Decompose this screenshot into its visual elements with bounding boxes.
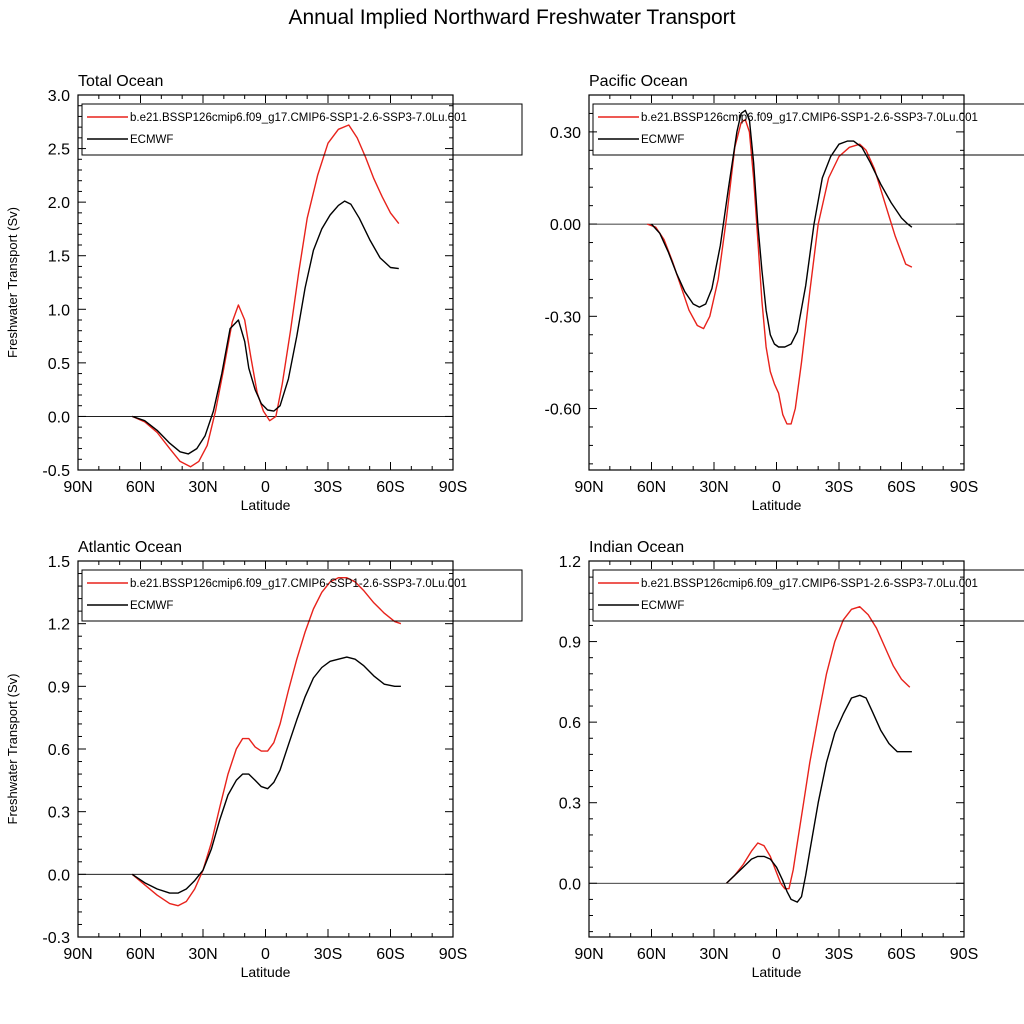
x-tick-label: 30S xyxy=(825,946,853,963)
plot-frame xyxy=(77,560,454,938)
x-tick-label: 90S xyxy=(950,479,978,496)
y-axis-label: Freshwater Transport (Sv) xyxy=(5,674,20,825)
y-tick-label: 0.0 xyxy=(48,867,70,884)
legend-label-model: b.e21.BSSP126cmip6.f09_g17.CMIP6-SSP1-2.… xyxy=(130,578,467,590)
y-tick-label: -0.5 xyxy=(42,463,70,480)
series-line-ecmwf xyxy=(650,109,913,348)
y-tick-label: 1.2 xyxy=(48,617,70,634)
legend: b.e21.BSSP126cmip6.f09_g17.CMIP6-SSP1-2.… xyxy=(81,569,523,622)
x-tick-label: 60N xyxy=(126,946,155,963)
legend-label-ecmwf: ECMWF xyxy=(641,600,684,612)
legend: b.e21.BSSP126cmip6.f09_g17.CMIP6-SSP1-2.… xyxy=(81,103,523,156)
panel-title: Pacific Ocean xyxy=(589,73,688,90)
x-tick-label: 90N xyxy=(574,479,603,496)
x-tick-label: 60S xyxy=(376,946,404,963)
panel-title: Indian Ocean xyxy=(589,539,684,556)
x-tick-label: 30S xyxy=(314,946,342,963)
y-tick-label: 1.0 xyxy=(48,302,70,319)
legend-label-model: b.e21.BSSP126cmip6.f09_g17.CMIP6-SSP1-2.… xyxy=(641,578,978,590)
y-tick-label: 0.30 xyxy=(550,125,581,142)
x-tick-label: 90N xyxy=(63,946,92,963)
y-tick-label: 0.3 xyxy=(559,796,581,813)
panel-title: Atlantic Ocean xyxy=(78,539,182,556)
chart-panel: 90N 60N 30N 0 30S 60S 90S -0.60 -0.30 0.00 0.30 Pac… xyxy=(545,73,1024,513)
chart-panel: 90N 60N 30N 0 30S 60S 90S 0.0 0.3 0.6 0.9 1.2 Indian… xyxy=(559,539,1024,980)
x-axis-label: Latitude xyxy=(752,497,802,513)
x-tick-label: 30S xyxy=(314,479,342,496)
y-tick-label: 1.5 xyxy=(48,249,70,266)
panel-title: Total Ocean xyxy=(78,73,163,90)
series-line-ecmwf xyxy=(131,656,401,894)
y-tick-label: 0.0 xyxy=(48,409,70,426)
x-tick-label: 60S xyxy=(376,479,404,496)
legend: b.e21.BSSP126cmip6.f09_g17.CMIP6-SSP1-2.… xyxy=(592,569,1024,622)
x-tick-label: 60N xyxy=(126,479,155,496)
x-tick-label: 90N xyxy=(574,946,603,963)
y-tick-label: 0.6 xyxy=(48,742,70,759)
legend: b.e21.BSSP126cmip6.f09_g17.CMIP6-SSP1-2.… xyxy=(592,103,1024,156)
y-tick-label: 3.0 xyxy=(48,88,70,105)
y-tick-label: 0.6 xyxy=(559,715,581,732)
x-tick-label: 30N xyxy=(188,479,217,496)
x-tick-label: 90S xyxy=(439,946,467,963)
legend-box xyxy=(592,103,1024,156)
x-tick-label: 30N xyxy=(188,946,217,963)
y-axis-label: Freshwater Transport (Sv) xyxy=(5,207,20,358)
x-tick-label: 0 xyxy=(772,479,781,496)
x-tick-label: 30N xyxy=(699,479,728,496)
series-line-model xyxy=(131,124,400,468)
y-tick-label: 0.00 xyxy=(550,217,581,234)
series-line-model xyxy=(726,606,911,890)
y-tick-label: 1.2 xyxy=(559,554,581,571)
y-tick-label: -0.30 xyxy=(545,309,582,326)
legend-label-ecmwf: ECMWF xyxy=(130,134,173,146)
figure-title: Annual Implied Northward Freshwater Tran… xyxy=(288,6,736,29)
plot-frame xyxy=(588,560,965,938)
x-tick-label: 30S xyxy=(825,479,853,496)
legend-label-ecmwf: ECMWF xyxy=(130,600,173,612)
legend-box xyxy=(592,569,1024,622)
x-tick-label: 60N xyxy=(637,479,666,496)
x-tick-label: 90S xyxy=(439,479,467,496)
legend-box xyxy=(81,569,523,622)
y-tick-label: 2.5 xyxy=(48,142,70,159)
y-tick-label: -0.60 xyxy=(545,402,582,419)
x-tick-label: 90N xyxy=(63,479,92,496)
y-tick-label: 0.3 xyxy=(48,805,70,822)
x-axis-label: Latitude xyxy=(241,497,291,513)
chart-panel: 90N 60N 30N 0 30S 60S 90S -0.5 0.0 0.5 1.0 1.5 2.0 2.… xyxy=(5,73,523,513)
x-tick-label: 0 xyxy=(261,946,270,963)
y-tick-label: 0.9 xyxy=(559,635,581,652)
y-tick-label: 0.9 xyxy=(48,679,70,696)
y-tick-label: 2.0 xyxy=(48,195,70,212)
chart-panel: 90N 60N 30N 0 30S 60S 90S -0.3 0.0 0.3 0.6 0.9 1.2 1.… xyxy=(5,539,523,980)
legend-label-ecmwf: ECMWF xyxy=(641,134,684,146)
x-tick-label: 90S xyxy=(950,946,978,963)
x-axis-label: Latitude xyxy=(752,964,802,980)
x-tick-label: 0 xyxy=(261,479,270,496)
x-tick-label: 0 xyxy=(772,946,781,963)
y-tick-label: -0.3 xyxy=(42,930,70,947)
series-line-model xyxy=(131,577,402,907)
x-axis-label: Latitude xyxy=(241,964,291,980)
legend-label-model: b.e21.BSSP126cmip6.f09_g17.CMIP6-SSP1-2.… xyxy=(641,112,978,124)
x-tick-label: 60N xyxy=(637,946,666,963)
y-tick-label: 0.0 xyxy=(559,876,581,893)
legend-box xyxy=(81,103,523,156)
series-line-model xyxy=(647,118,913,425)
legend-label-model: b.e21.BSSP126cmip6.f09_g17.CMIP6-SSP1-2.… xyxy=(130,112,467,124)
x-tick-label: 30N xyxy=(699,946,728,963)
y-tick-label: 0.5 xyxy=(48,356,70,373)
series-line-ecmwf xyxy=(131,200,399,455)
plot-frame xyxy=(588,94,965,471)
x-tick-label: 60S xyxy=(887,479,915,496)
x-tick-label: 60S xyxy=(887,946,915,963)
series-line-ecmwf xyxy=(726,694,912,903)
y-tick-label: 1.5 xyxy=(48,554,70,571)
